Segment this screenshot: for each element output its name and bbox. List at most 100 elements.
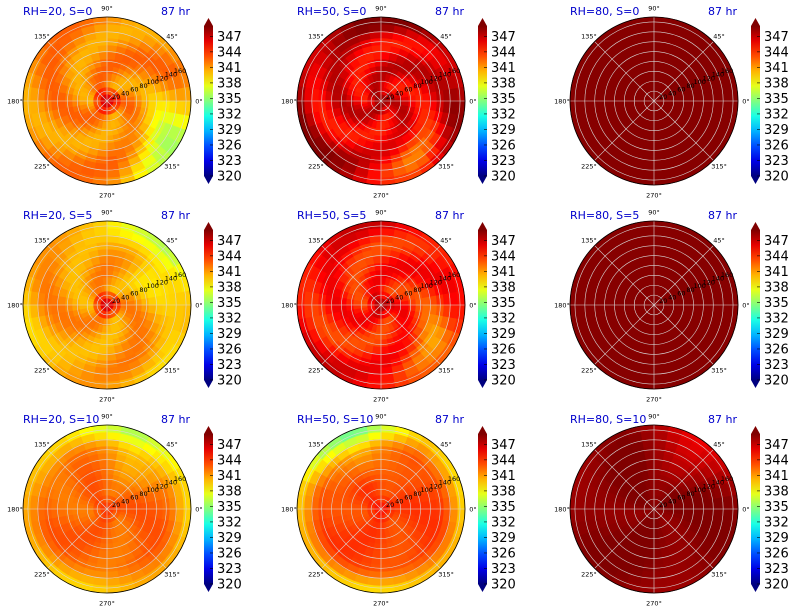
- field-cell: [653, 431, 668, 441]
- field-cell: [29, 508, 39, 523]
- colorbar-ramp: [478, 26, 487, 176]
- angle-tick-label: 135°: [581, 440, 597, 448]
- field-cell: [449, 508, 459, 523]
- field-cell: [106, 51, 116, 60]
- radial-tick-label: 60: [130, 290, 138, 298]
- field-cell: [653, 373, 668, 383]
- panel-time-label: 87 hr: [161, 209, 190, 222]
- field-cell: [380, 23, 395, 33]
- colorbar-tick-label: 329: [764, 123, 789, 138]
- angle-tick-label: 90°: [648, 5, 660, 13]
- field-cell: [367, 577, 382, 587]
- colorbar-tick-label: 341: [217, 469, 242, 484]
- colorbar-ramp: [204, 230, 213, 380]
- radial-tick-label: 140: [165, 275, 177, 283]
- angle-tick-label: 0°: [469, 302, 476, 310]
- field-cell: [722, 87, 732, 102]
- grid-spoke: [106, 304, 167, 365]
- field-cell: [367, 169, 382, 179]
- colorbar-tick-label: 338: [491, 76, 516, 91]
- field-cell: [695, 508, 704, 518]
- field-cell: [127, 508, 136, 515]
- field-cell: [408, 508, 417, 516]
- radial-tick-label: 120: [703, 278, 715, 286]
- field-cell: [722, 508, 732, 523]
- colorbar-tick-label: 326: [491, 138, 516, 153]
- field-cell: [78, 95, 87, 102]
- radial-tick-label: 40: [395, 497, 403, 505]
- panel-time-label: 87 hr: [708, 413, 737, 426]
- angle-tick-label: 270°: [99, 192, 115, 200]
- angle-tick-label: 270°: [646, 600, 662, 608]
- colorbar-tick-label: 329: [491, 327, 516, 342]
- field-cell: [127, 304, 136, 311]
- field-cell: [101, 325, 108, 334]
- colorbar-extend-min: [751, 584, 760, 592]
- field-cell: [78, 503, 87, 510]
- field-cell: [653, 459, 663, 468]
- field-cell: [71, 298, 80, 306]
- field-cell: [148, 508, 157, 518]
- field-cell: [380, 459, 390, 468]
- radial-tick-label: 20: [386, 93, 394, 101]
- angle-tick-label: 90°: [101, 413, 113, 421]
- field-cell: [29, 87, 39, 102]
- colorbar-tick-label: 338: [764, 484, 789, 499]
- radial-tick-label: 60: [677, 86, 685, 94]
- colorbar-tick-label: 338: [491, 484, 516, 499]
- panel-time-label: 87 hr: [435, 413, 464, 426]
- grid-spoke: [653, 245, 714, 306]
- field-cell: [449, 87, 459, 102]
- angle-tick-label: 135°: [308, 236, 324, 244]
- colorbar-tick-label: 335: [491, 296, 516, 311]
- field-cell: [604, 92, 613, 102]
- field-cell: [653, 227, 668, 237]
- radial-tick-label: 140: [712, 71, 724, 79]
- polar-frame: [569, 424, 739, 594]
- field-cell: [380, 269, 388, 278]
- field-cell: [303, 495, 313, 510]
- angle-tick-label: 315°: [438, 163, 454, 171]
- radial-tick-label: 160: [174, 271, 186, 279]
- field-cell: [422, 508, 431, 518]
- angle-tick-label: 45°: [166, 440, 178, 448]
- colorbar-tick-label: 326: [491, 342, 516, 357]
- field-cell: [380, 227, 395, 237]
- field-cell: [106, 276, 113, 285]
- field-cell: [101, 121, 108, 130]
- field-cell: [93, 577, 108, 587]
- field-cell: [134, 100, 143, 108]
- panel-title: RH=20, S=5: [23, 209, 92, 222]
- angle-tick-label: 270°: [373, 396, 389, 404]
- colorbar-tick-label: 329: [217, 327, 242, 342]
- angle-tick-label: 225°: [581, 571, 597, 579]
- panel-title: RH=20, S=10: [23, 413, 99, 426]
- colorbar-tick-label: 341: [764, 61, 789, 76]
- field-cell: [141, 100, 150, 109]
- field-cell: [367, 431, 382, 441]
- radial-tick-label: 40: [395, 89, 403, 97]
- radial-tick-label: 20: [112, 93, 120, 101]
- angle-tick-label: 135°: [34, 440, 50, 448]
- field-cell: [373, 339, 382, 348]
- colorbar-tick-label: 323: [217, 562, 242, 577]
- radial-tick-label: 80: [686, 490, 694, 498]
- field-cell: [175, 508, 185, 523]
- radial-tick-label: 80: [413, 286, 421, 294]
- angle-tick-label: 180°: [7, 506, 23, 514]
- field-cell: [576, 291, 586, 306]
- radial-tick-label: 120: [156, 74, 168, 82]
- colorbar-tick-label: 320: [764, 170, 789, 185]
- angle-tick-label: 0°: [742, 98, 749, 106]
- angle-tick-label: 315°: [164, 367, 180, 375]
- polar-frame: [569, 16, 739, 186]
- field-cell: [722, 291, 732, 306]
- field-cell: [449, 100, 459, 115]
- polar-frame: [22, 424, 192, 594]
- field-cell: [576, 495, 586, 510]
- field-cell: [653, 466, 662, 475]
- angle-tick-label: 90°: [375, 5, 387, 13]
